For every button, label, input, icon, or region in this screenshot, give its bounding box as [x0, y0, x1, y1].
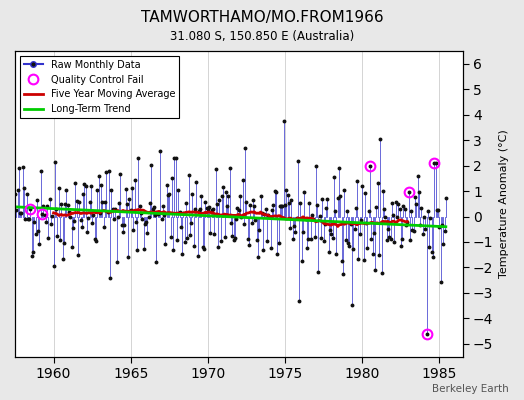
Text: Berkeley Earth: Berkeley Earth — [432, 384, 508, 394]
Legend: Raw Monthly Data, Quality Control Fail, Five Year Moving Average, Long-Term Tren: Raw Monthly Data, Quality Control Fail, … — [20, 56, 179, 118]
Text: 31.080 S, 150.850 E (Australia): 31.080 S, 150.850 E (Australia) — [170, 30, 354, 43]
Text: TAMWORTHAMO/MO.FROM1966: TAMWORTHAMO/MO.FROM1966 — [140, 10, 384, 25]
Y-axis label: Temperature Anomaly (°C): Temperature Anomaly (°C) — [499, 130, 509, 278]
